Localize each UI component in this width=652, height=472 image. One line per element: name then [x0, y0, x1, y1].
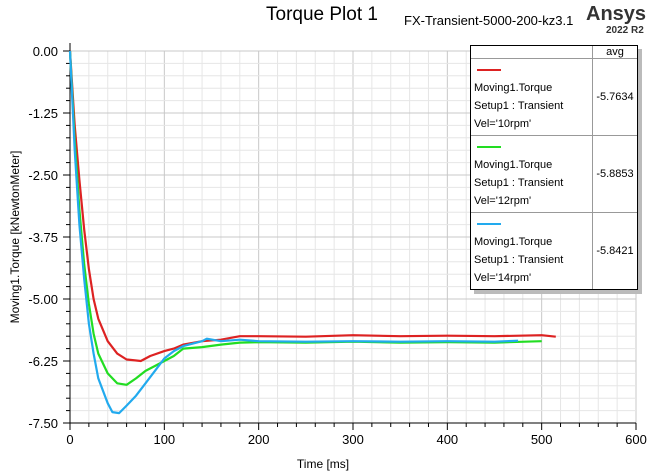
legend-series-name: Moving1.Torque — [474, 236, 553, 248]
legend-vel: Vel='14rpm' — [474, 272, 532, 284]
legend-vel: Vel='12rpm' — [474, 195, 532, 207]
x-tick-label: 400 — [436, 432, 458, 447]
legend-series-name: Moving1.Torque — [474, 82, 553, 94]
y-axis-label: Moving1.Torque [kNewtonMeter] — [8, 151, 22, 324]
legend-vel: Vel='10rpm' — [474, 118, 532, 130]
legend-swatch — [477, 69, 501, 72]
legend-setup: Setup1 : Transient — [474, 254, 564, 266]
y-tick-label: 0.00 — [33, 44, 58, 59]
x-tick-label: 300 — [342, 432, 364, 447]
legend-avg-value: -5.8853 — [596, 168, 634, 180]
y-tick-label: -3.75 — [28, 230, 58, 245]
legend-header: avg — [471, 46, 637, 58]
y-tick-label: -7.50 — [28, 416, 58, 431]
x-tick-label: 600 — [625, 432, 647, 447]
legend-entry[interactable]: Moving1.Torque Setup1 : Transient Vel='10r… — [471, 58, 637, 135]
series-line-Vel14rpm — [68, 50, 519, 415]
chart-title: Torque Plot 1 — [266, 4, 378, 25]
legend-swatch — [477, 223, 501, 226]
legend-entry-name: Moving1.Torque Setup1 : Transient Vel='10r… — [471, 59, 593, 135]
legend-entry-name: Moving1.Torque Setup1 : Transient Vel='12r… — [471, 136, 593, 212]
y-tick-label: -6.25 — [28, 354, 58, 369]
x-tick-label: 200 — [248, 432, 270, 447]
legend-setup: Setup1 : Transient — [474, 100, 564, 112]
y-tick-label: -5.00 — [28, 292, 58, 307]
version-label: 2022 R2 — [606, 25, 644, 36]
x-tick-label: 0 — [66, 432, 73, 447]
legend-avg-value: -5.8421 — [596, 245, 634, 257]
x-tick-label: 100 — [153, 432, 175, 447]
y-tick-label: -1.25 — [28, 106, 58, 121]
brand-logo: Ansys — [586, 3, 647, 25]
legend-setup: Setup1 : Transient — [474, 177, 564, 189]
x-tick-label: 500 — [531, 432, 553, 447]
legend-series-name: Moving1.Torque — [474, 159, 553, 171]
legend-entry[interactable]: Moving1.Torque Setup1 : Transient Vel='14r… — [471, 212, 637, 289]
series-line-Vel10rpm — [68, 50, 556, 363]
legend-header-avg: avg — [606, 46, 624, 58]
legend-avg-value: -5.7634 — [596, 91, 634, 103]
legend[interactable]: avg Moving1.Torque Setup1 : Transient Vel=… — [470, 45, 638, 290]
x-axis-label: Time [ms] — [297, 457, 349, 471]
legend-swatch — [477, 146, 501, 149]
legend-entry[interactable]: Moving1.Torque Setup1 : Transient Vel='12r… — [471, 135, 637, 212]
chart-subtitle: FX-Transient-5000-200-kz3.1 — [404, 13, 574, 28]
y-tick-label: -2.50 — [28, 168, 58, 183]
legend-entry-name: Moving1.Torque Setup1 : Transient Vel='14r… — [471, 213, 593, 289]
